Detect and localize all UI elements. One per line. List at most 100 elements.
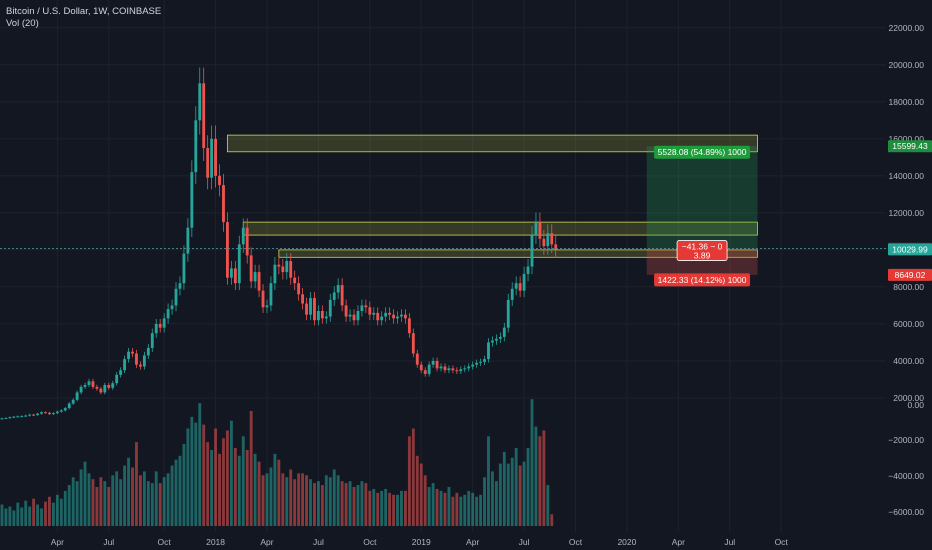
candle-body	[400, 314, 403, 317]
volume-bar	[182, 444, 186, 526]
volume-bar	[498, 463, 502, 526]
candle-body	[218, 175, 221, 186]
candle-body	[502, 327, 506, 337]
candle-body	[210, 138, 214, 178]
volume-bar	[75, 481, 79, 526]
volume-bar	[336, 475, 340, 526]
volume-bar	[63, 490, 67, 526]
volume-bar	[380, 490, 384, 526]
candle-body	[510, 288, 514, 300]
candle-body	[273, 264, 277, 284]
volume-bar	[99, 477, 103, 526]
candle-body	[526, 266, 530, 274]
volume-bar	[455, 492, 459, 526]
volume-bar	[471, 492, 475, 526]
candle-body	[269, 283, 273, 306]
candle-body	[498, 336, 502, 339]
candle-body	[336, 285, 340, 293]
volume-bar	[154, 471, 158, 526]
candle-body	[138, 364, 142, 367]
price-tick-label: 2000.00	[893, 393, 924, 403]
volume-bar	[281, 473, 285, 526]
volume-bar	[87, 473, 91, 526]
volume-bar	[119, 479, 123, 526]
candle-body	[518, 283, 522, 291]
volume-bar	[158, 483, 162, 526]
volume-bar	[79, 469, 83, 526]
candle-body	[190, 172, 194, 228]
volume-bar	[107, 487, 111, 526]
candle-body	[487, 342, 490, 360]
volume-bar	[467, 490, 471, 526]
candle-body	[233, 268, 237, 284]
support-resistance-zones	[227, 134, 758, 258]
volume-bar	[8, 506, 12, 526]
pnl-label-line2: 3.89	[694, 251, 711, 261]
volume-bar	[376, 492, 380, 526]
volume-bar	[36, 504, 39, 526]
time-axis[interactable]: Apr Jul Oct 2018 Apr Jul Oct 2019 Apr Jul Oct 2020 A…	[51, 537, 789, 547]
volume-tick-label: −2000.00	[888, 435, 924, 445]
candle-body	[119, 370, 123, 375]
price-tick-label: 4000.00	[893, 356, 924, 366]
candle-body	[332, 292, 336, 300]
volume-indicator-label[interactable]: Vol (20)	[6, 18, 39, 29]
price-axis-badge-text: 15599.43	[892, 141, 928, 151]
candle-body	[48, 412, 51, 415]
volume-bar	[427, 487, 431, 526]
candle-body	[534, 222, 538, 236]
candle-body	[483, 359, 486, 362]
price-zone	[278, 249, 758, 258]
candle-body	[127, 351, 130, 360]
volume-bar	[360, 481, 364, 526]
stop-label-bg	[654, 273, 751, 287]
price-tick-label: 20000.00	[889, 60, 925, 70]
candle-body	[28, 414, 32, 416]
pnl-label-line1: −41.36 ~ 0	[682, 242, 723, 252]
candle-body	[99, 388, 103, 393]
volume-tick-label: 0.00	[907, 400, 924, 410]
volume-bar	[479, 494, 482, 526]
price-axis[interactable]: 22000.00 20000.00 18000.00 16000.00 14000.00…	[888, 23, 932, 517]
candle-body	[309, 298, 312, 315]
target-label-bg	[654, 145, 751, 159]
candle-body	[237, 244, 241, 284]
candle-body	[435, 360, 439, 369]
symbol-title[interactable]: Bitcoin / U.S. Dollar, 1W, COINBASE	[6, 6, 162, 17]
candle-body	[131, 351, 134, 354]
volume-bar	[388, 492, 392, 526]
volume-bar	[459, 496, 463, 526]
volume-bar	[435, 488, 439, 526]
candle-body	[550, 233, 554, 245]
candle-body	[71, 399, 75, 404]
candle-body	[316, 310, 320, 321]
volume-bar	[289, 469, 293, 526]
candle-body	[419, 364, 423, 371]
volume-bar	[415, 455, 419, 526]
candle-body	[344, 305, 348, 317]
volume-bar	[131, 467, 134, 526]
volume-bar	[210, 449, 214, 526]
candle-body	[392, 314, 395, 319]
candle-body	[249, 255, 253, 282]
candle-body	[522, 273, 526, 291]
volume-bar	[534, 426, 538, 526]
volume-bar	[324, 475, 328, 526]
candle-body	[538, 222, 542, 239]
volume-bar	[249, 410, 253, 526]
volume-bar	[396, 494, 399, 526]
volume-bar	[233, 448, 237, 526]
price-tick-label: 14000.00	[889, 171, 925, 181]
candle-body	[257, 272, 261, 291]
candle-body	[75, 392, 79, 400]
volume-bar	[494, 481, 498, 526]
candle-body	[0, 418, 4, 420]
candle-body	[40, 412, 43, 414]
volume-bar	[150, 483, 154, 526]
price-axis-badge-text: 8649.02	[895, 270, 926, 280]
price-tick-label: 16000.00	[889, 134, 925, 144]
volume-bar	[40, 508, 43, 526]
candle-body	[206, 148, 210, 178]
volume-bar	[411, 428, 415, 526]
